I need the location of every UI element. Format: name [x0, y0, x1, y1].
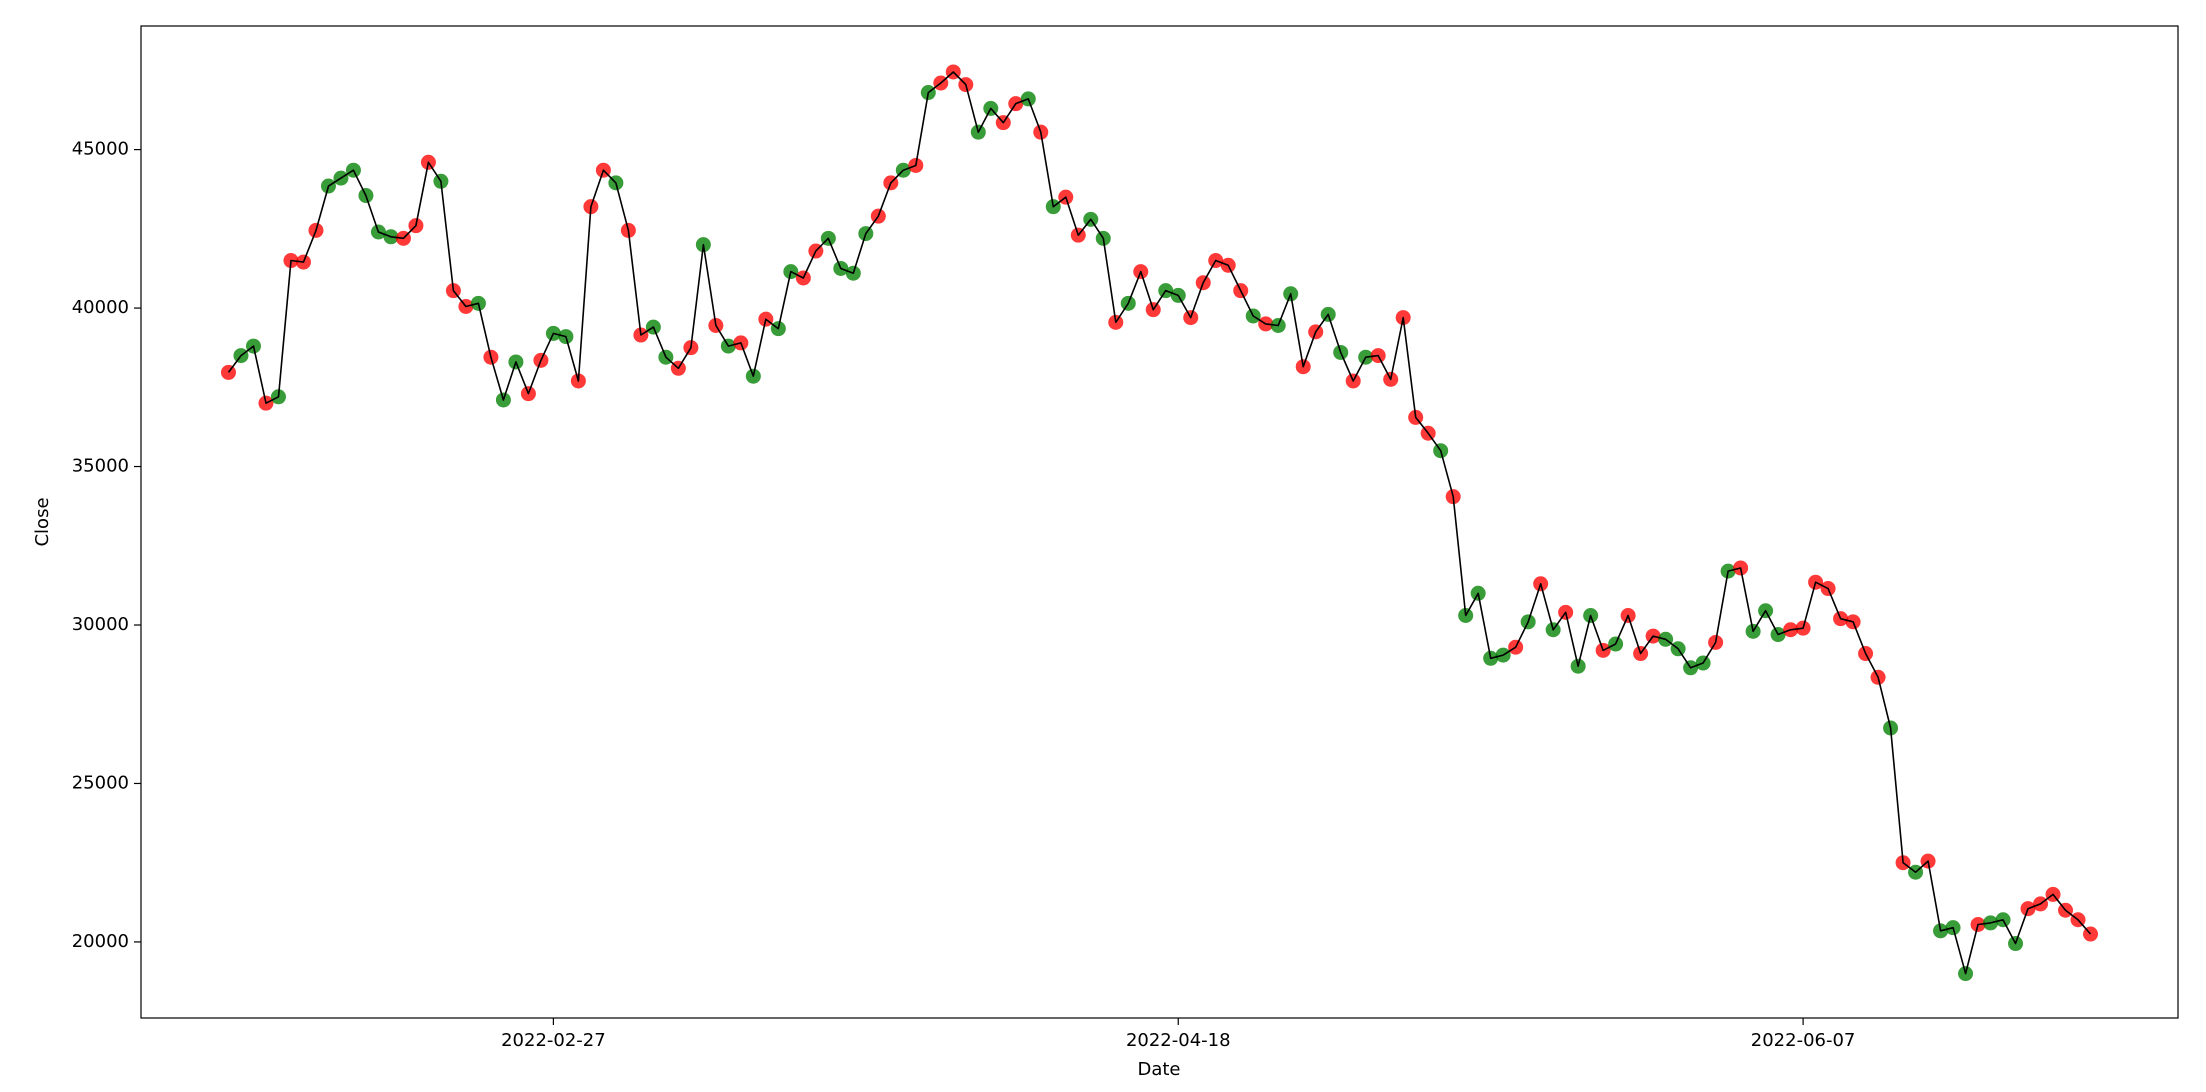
y-tick-label: 45000	[72, 139, 129, 160]
y-tick-label: 25000	[72, 772, 129, 793]
plot-frame	[140, 25, 2179, 1019]
x-tick-label: 2022-02-27	[501, 1030, 606, 1051]
x-tick-label: 2022-06-07	[1751, 1030, 1856, 1051]
y-tick-label: 40000	[72, 297, 129, 318]
y-tick-label: 35000	[72, 456, 129, 477]
x-tick-label: 2022-04-18	[1126, 1030, 1231, 1051]
x-axis-label: Date	[1137, 1059, 1180, 1080]
y-tick-label: 20000	[72, 931, 129, 952]
y-axis-label: Close	[32, 497, 53, 546]
y-tick-label: 30000	[72, 614, 129, 635]
close-line	[227, 71, 2092, 975]
point	[220, 364, 236, 380]
